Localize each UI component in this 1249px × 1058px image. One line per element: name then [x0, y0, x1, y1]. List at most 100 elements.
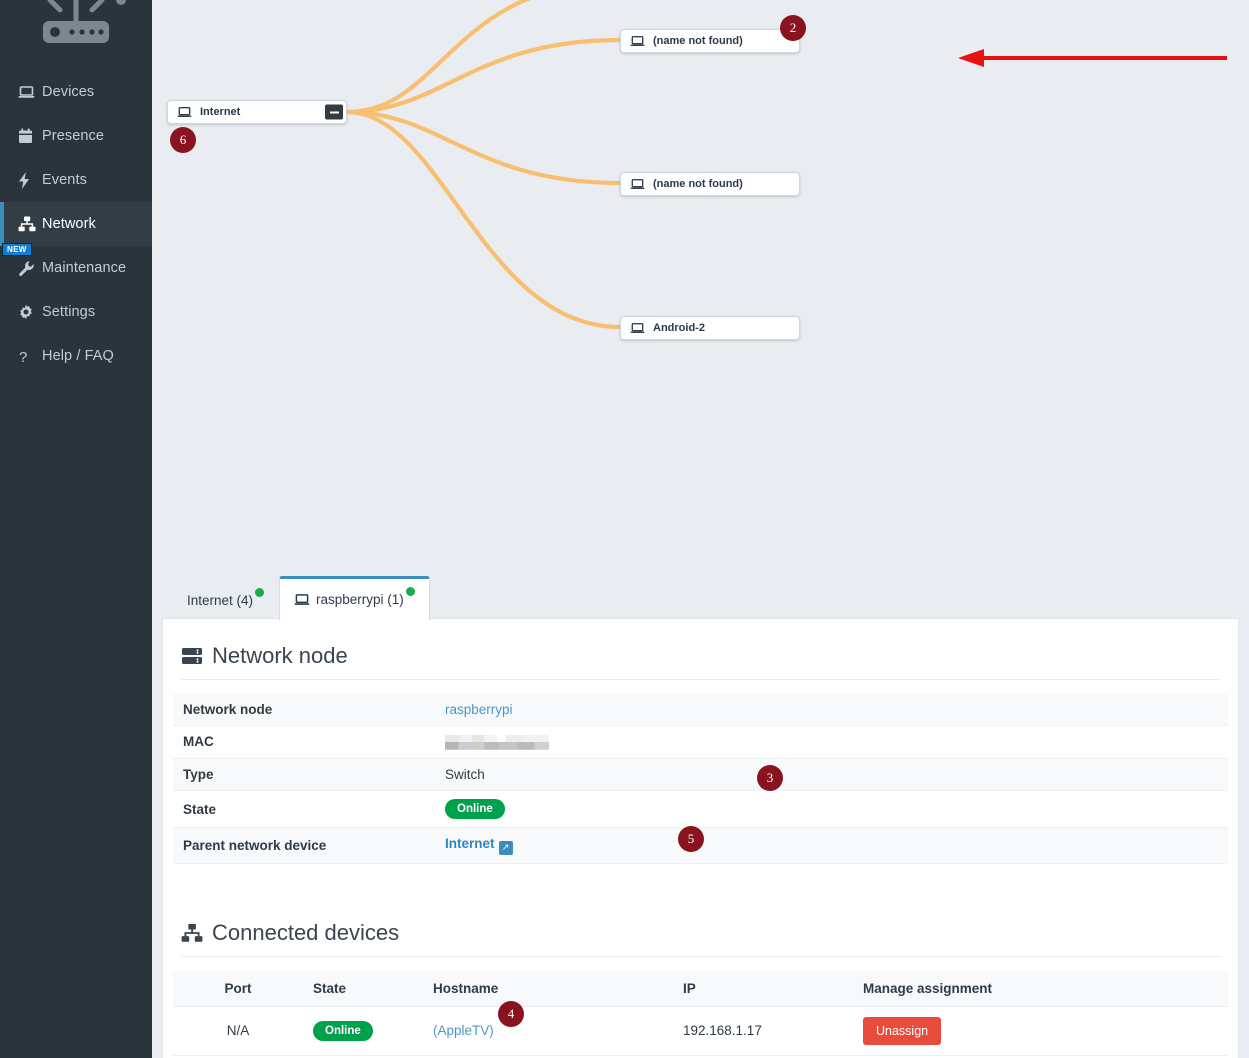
sidebar-item-label: Network — [42, 216, 96, 232]
sidebar-item-label: Devices — [42, 84, 95, 100]
status-dot-online — [255, 588, 265, 597]
divider — [181, 955, 1220, 957]
cell-spacer — [1093, 1006, 1228, 1056]
laptop-icon — [627, 178, 647, 191]
row-value — [435, 725, 1228, 759]
topology-node-label: Android-2 — [653, 322, 705, 334]
collapse-toggle-internet[interactable] — [325, 104, 343, 120]
device-tabs: Internet (4) raspberrypi (1) — [172, 573, 430, 621]
laptop-icon — [627, 35, 647, 48]
router-icon — [43, 0, 126, 43]
laptop-icon — [294, 593, 310, 607]
sitemap-icon — [181, 923, 203, 943]
tab-raspberrypi[interactable]: raspberrypi (1) — [279, 576, 430, 621]
details-panel: Network node Network node raspberrypi MA… — [162, 618, 1239, 1058]
table-row: Network node raspberrypi — [173, 694, 1228, 726]
row-key: State — [173, 790, 435, 829]
connected-devices-heading: Connected devices — [173, 914, 1228, 956]
cell-ip: 192.168.1.17 — [673, 1006, 853, 1056]
row-value: Switch 3 — [435, 758, 1228, 791]
tab-internet[interactable]: Internet (4) — [172, 579, 279, 621]
table-row: Parent network device Internet ↗ 5 — [173, 826, 1228, 864]
row-value: raspberrypi — [435, 694, 1228, 726]
row-key: Type — [173, 758, 435, 791]
sidebar-item-label: Events — [42, 172, 87, 188]
connected-devices-table: Port State Hostname IP Manage assignment… — [173, 970, 1228, 1056]
cell-hostname: (AppleTV) 4 — [423, 1000, 673, 1056]
cell-state: Online — [303, 1006, 423, 1056]
topology-node-unknown-2[interactable]: (name not found) — [620, 172, 800, 196]
gear-icon — [18, 304, 42, 320]
sidebar-item-presence[interactable]: Presence — [0, 114, 152, 158]
sidebar-item-network[interactable]: Network — [0, 202, 152, 246]
wrench-icon — [18, 260, 42, 277]
column-header-port[interactable]: Port — [173, 970, 303, 1007]
calendar-icon — [18, 128, 42, 144]
section-title-text: Network node — [212, 643, 348, 668]
sidebar-item-label: Settings — [42, 304, 96, 320]
network-node-heading: Network node — [173, 637, 1228, 679]
main-content: Internet raspberrypi (name not found) — [152, 0, 1249, 1058]
topology-node-label: (name not found) — [653, 178, 743, 190]
annotation-badge-3: 3 — [757, 764, 783, 791]
status-dot-online — [405, 587, 415, 596]
sidebar-item-settings[interactable]: Settings — [0, 290, 152, 334]
network-topology-canvas[interactable]: Internet raspberrypi (name not found) — [152, 0, 1249, 565]
svg-text:?: ? — [19, 349, 27, 365]
column-header-hostname[interactable]: Hostname — [423, 970, 673, 1007]
parent-network-device-link[interactable]: Internet — [445, 836, 495, 852]
cell-port: N/A — [173, 1006, 303, 1056]
network-node-link[interactable]: raspberrypi — [445, 702, 513, 717]
sidebar-item-maintenance[interactable]: Maintenance — [0, 246, 152, 290]
topology-node-label: Internet — [200, 106, 241, 118]
row-value: Online — [435, 790, 1228, 829]
sidebar-item-help-faq[interactable]: ? Help / FAQ — [0, 334, 152, 378]
topology-node-label: (name not found) — [653, 35, 743, 47]
topology-node-unknown-1[interactable]: (name not found) — [620, 29, 800, 53]
column-header-spacer — [1093, 970, 1228, 1007]
column-header-manage-assignment[interactable]: Manage assignment — [853, 970, 1093, 1007]
unassign-button[interactable]: Unassign — [863, 1016, 942, 1045]
sidebar-item-label: Maintenance — [42, 260, 127, 276]
sidebar-item-events[interactable]: Events — [0, 158, 152, 202]
sidebar-nav: Devices Presence Events Network — [0, 70, 152, 378]
status-badge-online: Online — [445, 798, 505, 820]
mac-redacted-value — [445, 734, 549, 750]
table-header-row: Port State Hostname IP Manage assignment — [173, 970, 1228, 1007]
sidebar-new-badge: NEW — [2, 243, 32, 256]
sidebar: Devices Presence Events Network — [0, 0, 152, 1058]
topology-node-internet[interactable]: Internet — [167, 100, 347, 124]
table-row: Type Switch 3 — [173, 758, 1228, 791]
tab-label: Internet (4) — [187, 593, 254, 608]
column-header-state[interactable]: State — [303, 970, 423, 1007]
app-logo — [0, 0, 152, 60]
column-header-ip[interactable]: IP — [673, 970, 853, 1007]
server-icon — [181, 646, 203, 666]
row-key: MAC — [173, 725, 435, 759]
topology-links — [344, 0, 623, 330]
table-row: State Online — [173, 790, 1228, 829]
external-link-icon[interactable]: ↗ — [498, 840, 513, 855]
bolt-icon — [18, 171, 42, 189]
status-badge-online: Online — [313, 1020, 373, 1041]
table-row: MAC — [173, 725, 1228, 759]
row-key: Network node — [173, 694, 435, 726]
type-value: Switch — [445, 766, 485, 782]
section-title-text: Connected devices — [212, 919, 400, 945]
laptop-icon — [174, 106, 194, 119]
network-node-table: Network node raspberrypi MAC Type — [173, 694, 1228, 864]
annotation-badge-5: 5 — [678, 826, 704, 853]
divider — [181, 679, 1220, 680]
tab-label: raspberrypi (1) — [316, 592, 404, 607]
sidebar-item-devices[interactable]: Devices — [0, 70, 152, 114]
sidebar-item-label: Help / FAQ — [42, 348, 114, 364]
table-row: N/A Online (AppleTV) 4 192.168.1.17 Unas… — [173, 1000, 1228, 1056]
hostname-link[interactable]: (AppleTV) — [433, 1023, 494, 1039]
topology-node-android-2[interactable]: Android-2 — [620, 316, 800, 340]
laptop-icon — [18, 85, 42, 100]
sitemap-icon — [18, 216, 42, 232]
question-icon: ? — [18, 348, 42, 365]
sidebar-item-label: Presence — [42, 128, 105, 144]
laptop-icon — [627, 322, 647, 335]
